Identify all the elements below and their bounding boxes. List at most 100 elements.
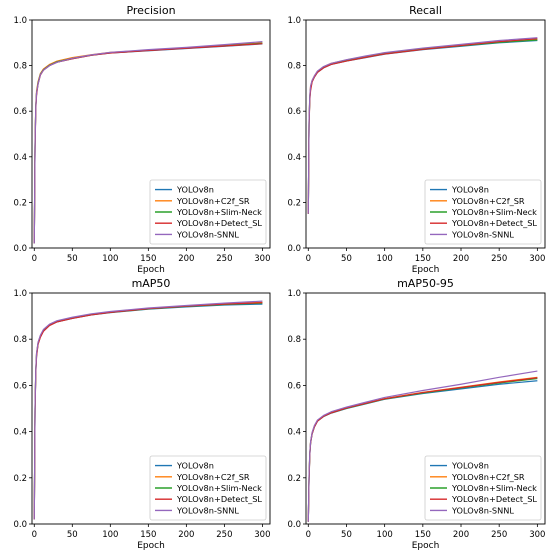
plot-frame [305, 292, 546, 525]
legend-label: YOLOv8n+Slim-Neck [451, 483, 537, 493]
legend: YOLOv8nYOLOv8n+C2f_SRYOLOv8n+Slim-NeckYO… [149, 179, 267, 245]
x-tick-label: 150 [140, 254, 156, 264]
x-tick-label: 50 [67, 254, 78, 264]
subplot-4: mAP50-95 Epoch 0 50 100 150 200 250 300 0.0 0.2 0.4… [287, 277, 545, 551]
x-tick-label: 200 [453, 254, 469, 264]
legend-box [424, 455, 542, 521]
x-axis-label: Epoch [137, 265, 165, 275]
y-tick-label: 1.0 [13, 289, 27, 299]
legend-label: YOLOv8n-SNNL [451, 229, 514, 239]
y-tick-label: 0.6 [13, 107, 27, 117]
x-tick-label: 50 [341, 530, 352, 540]
series-group [33, 300, 263, 520]
x-tick-label: 300 [254, 530, 270, 540]
chart-title: Precision [126, 4, 175, 17]
x-tick-label: 250 [216, 530, 232, 540]
subplot-2: Recall Epoch 0 50 100 150 200 250 300 0.0 0.2 0.4 0.… [287, 4, 545, 275]
chart-title: mAP50 [132, 277, 171, 290]
legend-label: YOLOv8n+Detect_SL [451, 494, 537, 504]
x-tick-label: 200 [453, 530, 469, 540]
y-tick-label: 1.0 [287, 289, 301, 299]
series-group [307, 370, 538, 522]
y-tick-label: 0.4 [287, 153, 301, 163]
legend-label: YOLOv8n-SNNL [176, 229, 239, 239]
y-tick-label: 0.6 [13, 381, 27, 391]
legend-label: YOLOv8n-SNNL [176, 505, 239, 515]
y-tick-label: 0.0 [287, 244, 301, 254]
plot-frame [305, 19, 546, 249]
legend-label: YOLOv8n [451, 461, 489, 471]
y-tick-label: 0.0 [287, 520, 301, 530]
legend-label: YOLOv8n+Slim-Neck [176, 207, 262, 217]
x-tick-label: 300 [529, 254, 545, 264]
y-tick-label: 0.2 [287, 474, 301, 484]
x-axis-label: Epoch [412, 265, 440, 275]
legend-label: YOLOv8n+C2f_SR [176, 196, 250, 206]
legend-label: YOLOv8n-SNNL [451, 505, 514, 515]
x-tick-label: 200 [178, 530, 194, 540]
x-tick-label: 50 [67, 530, 78, 540]
x-tick-label: 100 [102, 530, 118, 540]
series-line-yolov8n-snnl [33, 300, 263, 520]
legend-label: YOLOv8n+C2f_SR [451, 196, 525, 206]
legend-label: YOLOv8n [451, 185, 489, 195]
x-tick-label: 150 [415, 530, 431, 540]
x-tick-label: 150 [415, 254, 431, 264]
legend-label: YOLOv8n+C2f_SR [176, 472, 250, 482]
x-tick-label: 100 [102, 254, 118, 264]
subplot-3: mAP50 Epoch 0 50 100 150 200 250 300 0.0 0.2 0.4 0.6… [13, 277, 270, 551]
y-tick-label: 0.0 [13, 244, 27, 254]
legend: YOLOv8nYOLOv8n+C2f_SRYOLOv8n+Slim-NeckYO… [424, 179, 542, 245]
legend-label: YOLOv8n+Detect_SL [451, 218, 537, 228]
legend-label: YOLOv8n+Slim-Neck [176, 483, 262, 493]
chart-title: Recall [409, 4, 442, 17]
x-tick-label: 200 [178, 254, 194, 264]
y-tick-label: 0.0 [13, 520, 27, 530]
series-line-yolov8n-snnl [33, 41, 263, 244]
x-tick-label: 50 [341, 254, 352, 264]
subplot-1: Precision Epoch 0 50 100 150 200 250 300 0.0 0.2 0.… [13, 4, 270, 275]
x-tick-label: 250 [491, 530, 507, 540]
x-tick-label: 0 [32, 530, 37, 540]
plot-frame [31, 292, 271, 525]
x-tick-label: 150 [140, 530, 156, 540]
y-tick-label: 1.0 [287, 16, 301, 26]
chart-title: mAP50-95 [397, 277, 454, 290]
series-line-yolov8n-snnl [307, 37, 538, 214]
x-tick-label: 250 [216, 254, 232, 264]
legend-box [149, 179, 267, 245]
y-tick-label: 1.0 [13, 16, 27, 26]
x-tick-label: 250 [491, 254, 507, 264]
legend-box [149, 455, 267, 521]
x-tick-label: 100 [377, 530, 393, 540]
legend: YOLOv8nYOLOv8n+C2f_SRYOLOv8n+Slim-NeckYO… [149, 455, 267, 521]
y-tick-label: 0.4 [13, 153, 27, 163]
x-axis-label: Epoch [412, 541, 440, 551]
legend-label: YOLOv8n+C2f_SR [451, 472, 525, 482]
legend-label: YOLOv8n [176, 185, 214, 195]
x-axis-label: Epoch [137, 541, 165, 551]
legend-label: YOLOv8n+Detect_SL [176, 218, 262, 228]
series-group [307, 37, 538, 214]
y-tick-label: 0.8 [13, 335, 27, 345]
y-tick-label: 0.6 [287, 107, 301, 117]
x-tick-label: 300 [529, 530, 545, 540]
legend-label: YOLOv8n+Slim-Neck [451, 207, 537, 217]
series-group [33, 41, 263, 244]
y-tick-label: 0.8 [13, 62, 27, 72]
legend-box [424, 179, 542, 245]
plot-frame [31, 19, 271, 249]
y-tick-label: 0.8 [287, 335, 301, 345]
y-tick-label: 0.4 [287, 428, 301, 438]
x-tick-label: 300 [254, 254, 270, 264]
y-tick-label: 0.2 [13, 198, 27, 208]
y-tick-label: 0.2 [287, 198, 301, 208]
legend-label: YOLOv8n+Detect_SL [176, 494, 262, 504]
y-tick-label: 0.6 [287, 381, 301, 391]
x-tick-label: 0 [32, 254, 37, 264]
legend-label: YOLOv8n [176, 461, 214, 471]
x-tick-label: 100 [377, 254, 393, 264]
x-tick-label: 0 [306, 530, 311, 540]
x-tick-label: 0 [306, 254, 311, 264]
